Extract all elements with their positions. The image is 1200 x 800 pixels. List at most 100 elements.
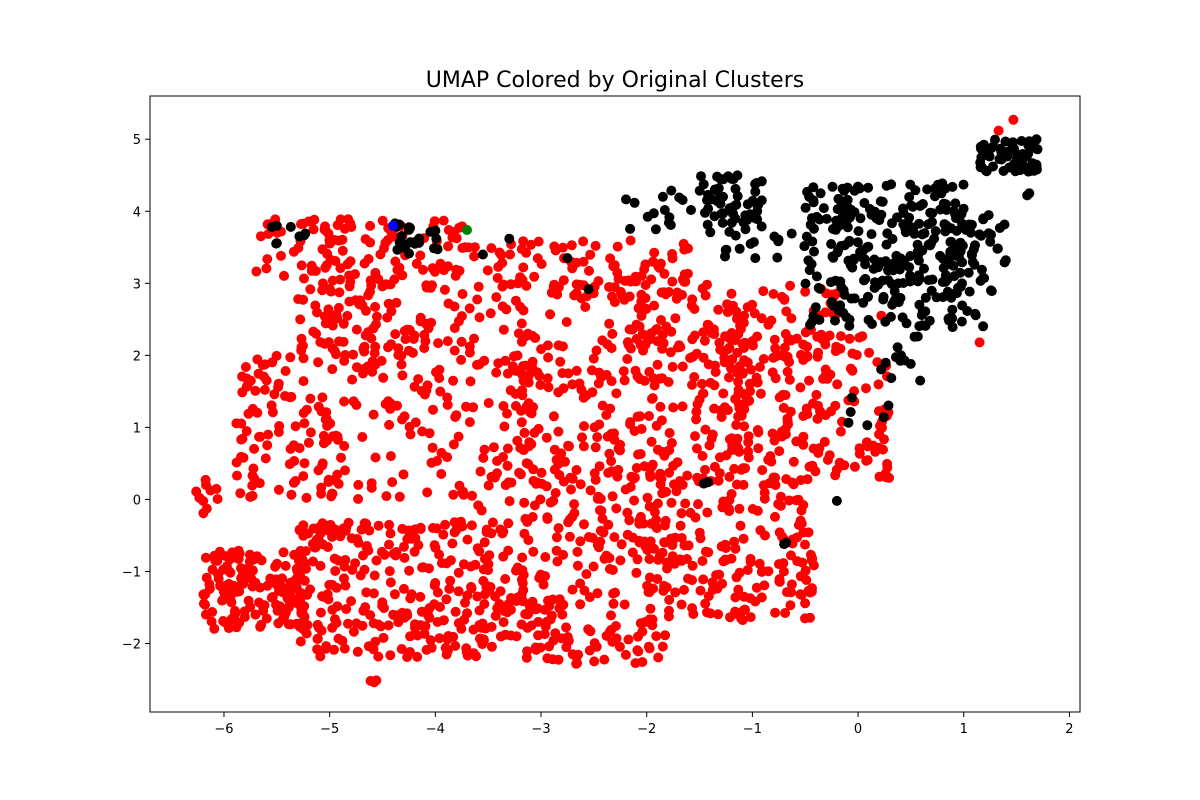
data-point [378,632,389,643]
data-point [944,258,955,269]
data-point [339,223,350,234]
data-point [517,565,528,576]
data-point [842,222,853,233]
data-point [296,333,307,344]
data-point [262,440,273,451]
data-point [781,306,792,317]
data-point [485,582,496,592]
data-point [822,454,833,465]
data-point [280,366,291,376]
data-point [983,210,994,221]
data-point [361,587,372,598]
data-point [453,586,464,597]
data-point [993,125,1004,136]
data-point [553,654,564,665]
data-point [571,279,582,290]
data-point [859,198,870,208]
data-point [572,658,583,669]
data-point [642,580,653,591]
data-point [243,408,254,419]
data-point [607,565,618,575]
data-point [807,236,818,247]
data-point [738,605,749,616]
data-point [442,399,453,410]
data-point [844,333,855,344]
data-point [267,592,278,602]
data-point [615,555,626,566]
data-point [785,280,796,291]
data-point [431,523,442,534]
data-point [315,607,326,618]
data-point [731,306,742,317]
data-point [727,354,738,365]
data-point [379,549,390,560]
data-point [718,208,729,219]
data-point [466,581,477,592]
data-point [844,235,855,246]
data-point [298,471,309,482]
data-point [536,478,547,489]
data-point [440,642,451,653]
data-point [554,470,565,480]
data-point [756,592,767,603]
data-point [391,297,402,308]
data-point [800,286,811,297]
data-point [730,608,741,619]
data-point [649,380,660,391]
data-point [373,274,384,285]
data-point [201,503,212,514]
data-point [881,180,892,191]
data-point [664,445,675,456]
data-point [227,588,238,599]
data-point [551,454,562,465]
data-point [992,243,1003,254]
data-point [645,469,655,479]
data-point [435,602,445,612]
data-point [456,336,467,347]
data-point [366,333,377,344]
data-point [845,212,855,223]
data-point [868,263,879,274]
data-point [642,492,653,503]
data-point [959,219,970,230]
data-point [835,460,846,471]
data-point [200,552,211,563]
data-point [200,609,211,620]
data-point [444,583,455,594]
data-point [722,344,733,355]
data-point [321,641,332,652]
data-point [685,507,696,518]
data-point [578,236,589,247]
data-point [340,555,351,565]
data-point [709,211,720,222]
data-point [702,319,713,330]
data-point [200,599,210,610]
data-point [717,578,728,589]
data-point [742,565,753,575]
data-point [473,281,484,292]
data-point [785,600,796,611]
data-point [620,649,631,660]
data-point [298,353,309,364]
data-point [451,233,462,244]
data-point [516,336,527,347]
data-point [250,577,261,588]
data-point [802,341,813,352]
data-point [609,282,620,293]
data-point [453,567,464,578]
data-point [385,451,396,462]
data-point [432,456,442,466]
data-point [261,263,272,274]
data-point [700,598,711,609]
data-point [543,382,554,393]
data-point [859,254,870,265]
data-point [752,505,763,516]
data-point [439,284,450,295]
data-point [967,257,978,267]
data-point [295,636,306,647]
data-point [450,412,461,422]
data-point [296,260,307,271]
data-point [898,278,909,288]
data-point [449,345,460,356]
data-point [396,350,407,361]
